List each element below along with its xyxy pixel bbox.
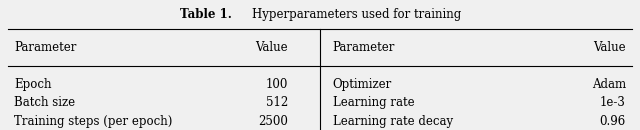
Text: 0.96: 0.96: [600, 115, 626, 128]
Text: Parameter: Parameter: [333, 41, 395, 54]
Text: Optimizer: Optimizer: [333, 78, 392, 91]
Text: 1e-3: 1e-3: [600, 96, 626, 109]
Text: 2500: 2500: [259, 115, 288, 128]
Text: Epoch: Epoch: [14, 78, 52, 91]
Text: 512: 512: [266, 96, 288, 109]
Text: 100: 100: [266, 78, 288, 91]
Text: Adam: Adam: [592, 78, 626, 91]
Text: Hyperparameters used for training: Hyperparameters used for training: [237, 8, 461, 21]
Text: Training steps (per epoch): Training steps (per epoch): [14, 115, 173, 128]
Text: Value: Value: [593, 41, 626, 54]
Text: Learning rate decay: Learning rate decay: [333, 115, 453, 128]
Text: Value: Value: [255, 41, 288, 54]
Text: Parameter: Parameter: [14, 41, 77, 54]
Text: Learning rate: Learning rate: [333, 96, 414, 109]
Text: Table 1.: Table 1.: [180, 8, 232, 21]
Text: Batch size: Batch size: [14, 96, 76, 109]
